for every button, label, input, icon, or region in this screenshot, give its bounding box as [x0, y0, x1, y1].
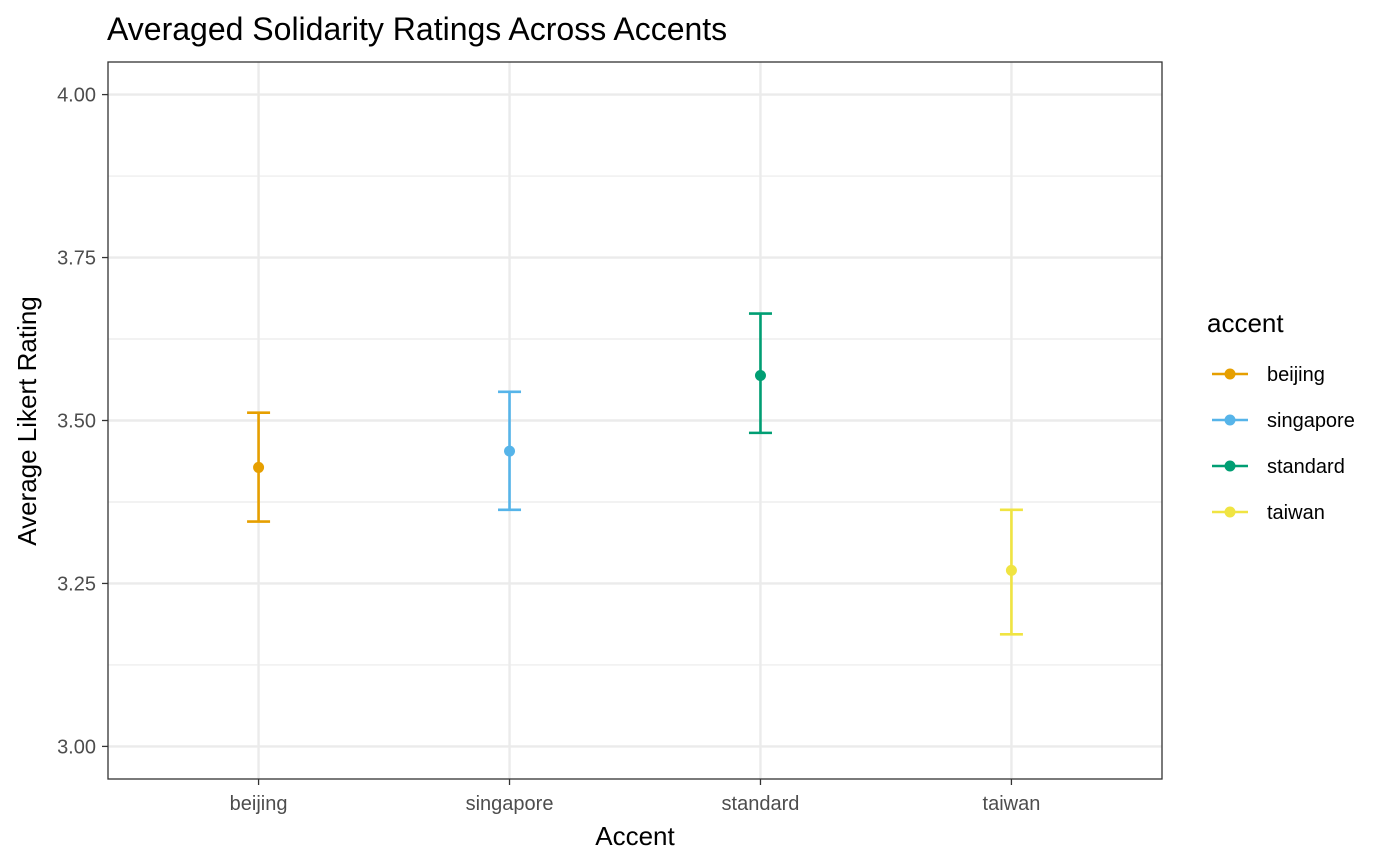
errorbar-singapore	[498, 390, 522, 512]
legend-label: beijing	[1267, 364, 1325, 386]
legend: accent beijing singapore standard taiwan	[1207, 308, 1355, 524]
legend-label: singapore	[1267, 410, 1355, 432]
y-tick-label: 3.25	[57, 573, 96, 595]
mean-point-singapore	[504, 445, 516, 457]
legend-key-point	[1224, 368, 1236, 380]
x-tick-label: taiwan	[983, 793, 1041, 815]
legend-item-singapore: singapore	[1212, 410, 1355, 432]
legend-label: taiwan	[1267, 502, 1325, 524]
mean-point-standard	[754, 370, 766, 382]
x-tick-label: beijing	[230, 793, 288, 815]
y-axis-ticks: 3.00 3.25 3.50 3.75 4.00	[57, 85, 108, 758]
errorbar-beijing	[247, 411, 271, 523]
y-axis-title: Average Likert Rating	[12, 296, 42, 546]
errorbar-standard	[748, 312, 772, 435]
plot-panel	[107, 61, 1163, 780]
chart-title: Averaged Solidarity Ratings Across Accen…	[107, 11, 727, 47]
legend-key-point	[1224, 460, 1236, 472]
x-axis-title: Accent	[595, 821, 675, 851]
y-tick-label: 3.50	[57, 411, 96, 433]
errorbar-taiwan	[999, 508, 1023, 636]
legend-title: accent	[1207, 308, 1284, 338]
legend-key-point	[1224, 414, 1236, 426]
legend-label: standard	[1267, 456, 1345, 478]
x-tick-label: standard	[722, 793, 800, 815]
y-tick-label: 4.00	[57, 85, 96, 107]
x-tick-label: singapore	[466, 793, 554, 815]
mean-point-beijing	[253, 461, 265, 473]
mean-point-taiwan	[1005, 564, 1017, 576]
y-tick-label: 3.00	[57, 736, 96, 758]
legend-item-standard: standard	[1212, 456, 1345, 478]
x-axis-ticks: beijing singapore standard taiwan	[230, 779, 1041, 815]
legend-item-beijing: beijing	[1212, 364, 1325, 386]
legend-key-point	[1224, 506, 1236, 518]
y-tick-label: 3.75	[57, 248, 96, 270]
legend-item-taiwan: taiwan	[1212, 502, 1325, 524]
legend-items: beijing singapore standard taiwan	[1212, 364, 1355, 524]
